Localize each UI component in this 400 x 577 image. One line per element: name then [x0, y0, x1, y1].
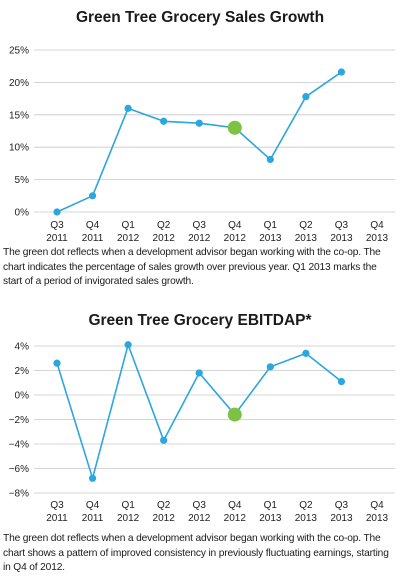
x-tick-label: Q2 [299, 220, 313, 231]
data-point [195, 119, 203, 127]
x-tick-label: Q4 [86, 220, 100, 231]
x-tick-label: Q2 [157, 500, 171, 511]
chart-title: Green Tree Grocery EBITDAP* [88, 312, 312, 329]
sales-growth-plot: 0% 5% 10% 15% 20% 25% Q3 2011 Q4 2011 Q1 2012 Q2 2012… [9, 46, 395, 244]
x-tick-label: Q1 [121, 220, 135, 231]
data-point [302, 349, 310, 357]
data-point [124, 104, 132, 112]
x-tick-label: 2012 [188, 513, 211, 524]
x-tick-label: 2012 [153, 233, 176, 244]
highlight-point [227, 120, 242, 135]
data-point [266, 363, 274, 371]
series-line [56, 343, 342, 480]
y-tick-label: 5% [15, 175, 30, 186]
x-tick-label: Q3 [335, 500, 349, 511]
x-tick-label: Q1 [121, 500, 135, 511]
x-tick-label: Q2 [299, 500, 313, 511]
x-tick-label: 2012 [117, 513, 140, 524]
y-tick-label: −6% [9, 464, 29, 475]
x-tick-label: 2012 [117, 233, 140, 244]
x-tick-label: Q2 [157, 220, 171, 231]
chart-caption: The green dot reflects when a developmen… [3, 533, 389, 573]
x-tick-label: Q3 [335, 220, 349, 231]
x-tick-label: 2013 [330, 513, 353, 524]
x-tick-label: 2012 [224, 233, 247, 244]
chart-title: Green Tree Grocery Sales Growth [75, 9, 325, 26]
y-tick-label: −8% [9, 489, 29, 500]
x-tick-label: 2013 [259, 513, 282, 524]
x-tick-label: 2013 [259, 233, 282, 244]
x-tick-label: 2012 [153, 513, 176, 524]
x-tick-label: Q1 [264, 220, 278, 231]
x-tick-label: Q4 [228, 220, 242, 231]
x-tick-label: Q1 [264, 500, 278, 511]
data-point [160, 117, 168, 125]
x-tick-label: Q4 [370, 220, 384, 231]
y-tick-label: 15% [9, 110, 29, 121]
x-tick-label: 2011 [82, 513, 104, 524]
highlight-point [227, 407, 242, 422]
x-tick-label: 2013 [330, 233, 353, 244]
y-tick-label: −2% [9, 415, 29, 426]
y-tick-label: −4% [9, 440, 29, 451]
y-tick-label: 0% [15, 208, 30, 219]
y-tick-label: 0% [15, 391, 30, 402]
x-tick-label: 2011 [46, 513, 68, 524]
x-tick-label: 2013 [295, 233, 318, 244]
x-tick-label: 2012 [188, 233, 211, 244]
x-tick-label: Q4 [228, 500, 242, 511]
ebitdap-chart: Green Tree Grocery EBITDAP* −8% −6% −4% −2%… [0, 296, 400, 577]
y-tick-label: 10% [9, 143, 29, 154]
chart-caption: The green dot reflects when a developmen… [3, 247, 381, 287]
data-point [53, 208, 61, 216]
data-point [266, 155, 274, 164]
y-tick-label: 4% [15, 342, 30, 353]
sales-growth-chart: Green Tree Grocery Sales Growth 0% 5% 10% 1… [0, 0, 400, 288]
x-tick-label: 2012 [224, 513, 247, 524]
x-tick-label: Q3 [50, 220, 64, 231]
data-point [88, 474, 97, 482]
data-point [195, 369, 203, 377]
y-tick-label: 25% [9, 46, 29, 57]
x-tick-label: 2013 [295, 513, 318, 524]
x-tick-label: 2013 [366, 233, 389, 244]
x-tick-label: 2011 [46, 233, 68, 244]
x-tick-label: 2013 [366, 513, 389, 524]
data-point [124, 341, 132, 349]
x-tick-label: Q4 [370, 500, 384, 511]
data-point [160, 436, 168, 444]
series-line [56, 71, 342, 213]
data-point [337, 377, 346, 386]
data-point [88, 192, 97, 200]
data-point [302, 93, 310, 101]
y-tick-label: 2% [15, 366, 30, 377]
data-point [53, 359, 61, 367]
x-tick-label: Q3 [193, 500, 207, 511]
ebitdap-plot: −8% −6% −4% −2% 0% 2% 4% Q3 2011 Q4 2011 Q1 2012 Q2 20… [9, 341, 395, 524]
x-tick-label: Q3 [50, 500, 64, 511]
x-tick-label: Q4 [86, 500, 100, 511]
y-tick-label: 20% [9, 78, 29, 89]
data-point [337, 68, 346, 76]
x-tick-label: Q3 [193, 220, 207, 231]
x-tick-label: 2011 [82, 233, 104, 244]
